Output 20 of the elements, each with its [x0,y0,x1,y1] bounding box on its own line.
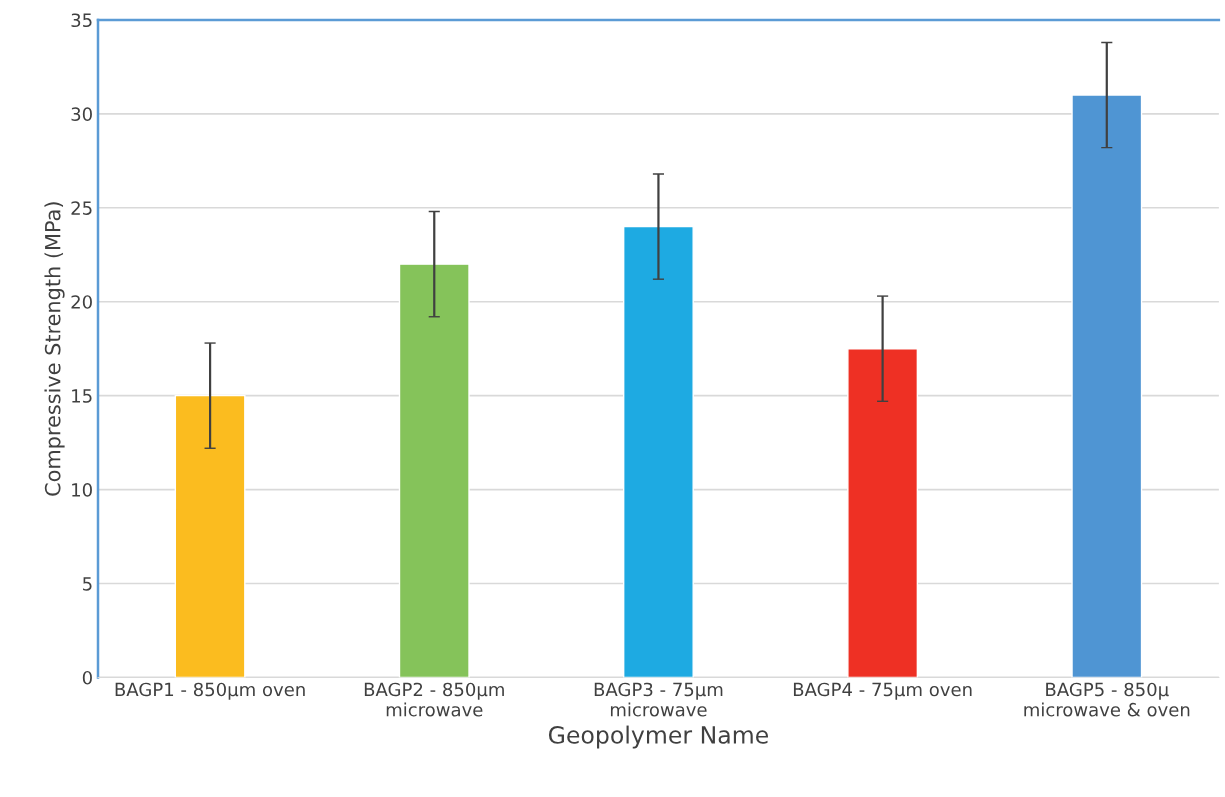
y-tick-label: 5 [83,577,92,591]
bar [622,225,694,678]
x-tick-label: BAGP4 - 75µm oven [793,682,972,700]
y-tick-label: 10 [72,483,92,497]
y-tick-label: 35 [71,13,92,28]
y-tick-label: 15 [72,389,92,403]
bar [847,347,919,678]
x-tick-label: BAGP2 - 850µm microwave [364,682,504,717]
bar [1071,94,1143,678]
y-tick-label: 30 [71,107,92,121]
x-axis-title: Geopolymer Name [548,725,768,749]
y-tick-label: 20 [71,295,92,309]
y-tick-label: 25 [71,201,92,215]
x-tick-label: BAGP1 - 850µm oven [115,682,305,700]
x-tick-label: BAGP3 - 75µm microwave [594,682,723,717]
y-axis-title: Compressive Strength (MPa) [44,202,65,496]
bar [398,263,470,678]
x-tick-label: BAGP5 - 850µ microwave & oven [1024,682,1190,717]
bar [174,394,246,678]
y-tick-label: 0 [82,670,92,685]
